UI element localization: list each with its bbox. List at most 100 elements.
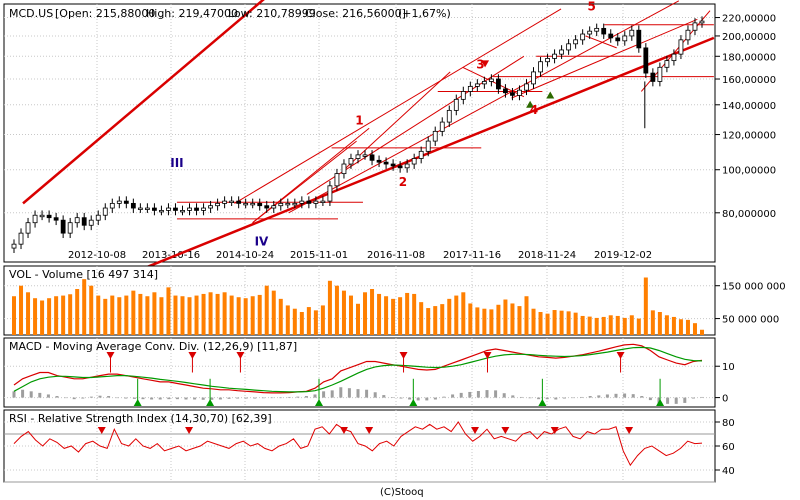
candle-body-42 <box>306 200 312 204</box>
candle-body-28 <box>208 205 213 209</box>
macd-hist-bar-28 <box>253 397 257 399</box>
wave-labels: III IV 1 2 3 4 5 <box>170 0 596 249</box>
candle-body-30 <box>222 200 228 204</box>
macd-hist-bar-8 <box>81 397 85 399</box>
y-tick-label-4: 160,00000 <box>722 75 776 86</box>
candle-body-16 <box>123 200 129 204</box>
macd-hist-bar-30 <box>270 397 274 399</box>
candle-body-31 <box>229 200 235 204</box>
candle-body-72 <box>517 89 522 96</box>
volume-bar-1 <box>19 285 24 335</box>
candle-body-96 <box>685 29 691 41</box>
price-panel: 2012-10-08 2013-10-16 2014-10-24 2015-11-01… <box>3 0 776 270</box>
volume-yticks: 150 000 000 50 000 000 <box>715 282 786 326</box>
rsi-marker-icon-7 <box>625 427 634 434</box>
candle-body-60 <box>432 130 438 142</box>
volume-bar-28 <box>208 292 213 335</box>
rsi-series-0 <box>13 421 703 467</box>
volume-bar-79 <box>566 311 571 335</box>
rsi-markers <box>97 427 634 434</box>
macd-hist-bar-69 <box>605 394 609 398</box>
candle-body-89 <box>636 29 642 49</box>
macd-hist-bar-73 <box>640 396 644 398</box>
volume-bar-86 <box>615 315 620 335</box>
volume-bar-2 <box>26 292 31 335</box>
macd-hist-bar-32 <box>287 396 291 398</box>
close-label: Close: 216,56000] <box>305 7 406 20</box>
candle-body-19 <box>144 207 150 210</box>
macd-hist-bar-67 <box>588 396 592 398</box>
volume-bar-87 <box>622 317 627 335</box>
macd-hist-bar-31 <box>279 397 283 399</box>
macd-hist-bar-38 <box>339 387 343 398</box>
macd-ytick-label-0: 10 <box>722 362 735 373</box>
volume-bar-33 <box>243 298 248 335</box>
macd-hist-bar-56 <box>494 390 498 398</box>
candle-body-29 <box>215 202 220 207</box>
candle-body-74 <box>531 71 536 85</box>
macd-hist-bar-45 <box>399 397 403 399</box>
macd-hist-bar-39 <box>347 388 351 398</box>
macd-hist-bar-11 <box>107 396 111 398</box>
candle-body-69 <box>496 78 501 90</box>
macd-buy-marker-icon-3 <box>409 399 418 406</box>
volume-bar-95 <box>678 319 683 335</box>
volume-bar-80 <box>573 312 578 335</box>
macd-hist-bar-2 <box>29 391 33 398</box>
candle-body-51 <box>369 154 375 161</box>
volume-bar-8 <box>68 294 73 335</box>
candle-body-95 <box>678 39 684 55</box>
macd-hist-bar-41 <box>365 389 369 398</box>
macd-lines <box>13 343 703 394</box>
wave-label-0: III <box>170 156 183 170</box>
candle-body-11 <box>88 219 94 226</box>
macd-hist-bar-36 <box>322 391 326 398</box>
macd-hist-bar-51 <box>451 394 455 398</box>
x-tick-label-0: 2012-10-08 <box>68 250 126 261</box>
volume-bar-73 <box>524 296 529 335</box>
volume-bar-27 <box>201 293 206 335</box>
y-tick-label-7: 220,00000 <box>722 14 776 25</box>
macd-hist-bar-17 <box>158 397 162 400</box>
trend-line-6 <box>234 8 562 204</box>
volume-bar-46 <box>334 285 339 335</box>
wave-label-6: 5 <box>587 0 595 14</box>
candle-body-22 <box>166 207 171 211</box>
volume-bar-90 <box>643 277 648 335</box>
macd-hist-bar-40 <box>356 389 360 398</box>
macd-hist-bar-19 <box>175 397 179 400</box>
macd-hist-bar-6 <box>64 397 68 399</box>
macd-sell-marker-icon-5 <box>616 352 625 359</box>
volume-bar-49 <box>356 303 360 335</box>
candle-body-0 <box>11 243 17 249</box>
candle-body-70 <box>503 88 508 94</box>
macd-sell-marker-icon-4 <box>483 352 492 359</box>
arrow-down-icon-0 <box>481 60 490 68</box>
macd-hist-bar-47 <box>416 397 420 401</box>
symbol-label: MCD.US <box>9 7 53 20</box>
macd-hist-bar-54 <box>476 391 480 398</box>
macd-hist-bar-49 <box>433 397 437 400</box>
volume-bar-31 <box>229 295 234 335</box>
macd-hist-bar-21 <box>193 397 197 400</box>
macd-buy-marker-icon-1 <box>206 399 215 406</box>
volume-bar-41 <box>299 312 304 335</box>
macd-histogram <box>12 387 704 404</box>
macd-hist-bar-75 <box>657 397 661 404</box>
macd-hist-bar-1 <box>21 389 25 398</box>
rsi-marker-icon-4 <box>471 427 480 434</box>
volume-panel: 150 000 000 50 000 000 VOL - Volume [16 4… <box>3 265 786 336</box>
volume-bar-21 <box>159 297 164 335</box>
volume-bar-69 <box>496 304 501 335</box>
volume-bar-74 <box>531 308 536 335</box>
rsi-panel: 80 60 40 RSI - Relative Strength Index (14… <box>3 409 735 483</box>
candle-body-88 <box>629 29 635 37</box>
candle-body-48 <box>348 158 354 165</box>
candle-body-56 <box>404 163 410 169</box>
macd-hist-bar-18 <box>167 397 171 400</box>
candle-body-15 <box>116 200 122 204</box>
candle-body-23 <box>173 207 178 211</box>
volume-bar-57 <box>412 293 417 335</box>
price-xticks: 2012-10-08 2013-10-16 2014-10-24 2015-11-01… <box>68 250 652 261</box>
